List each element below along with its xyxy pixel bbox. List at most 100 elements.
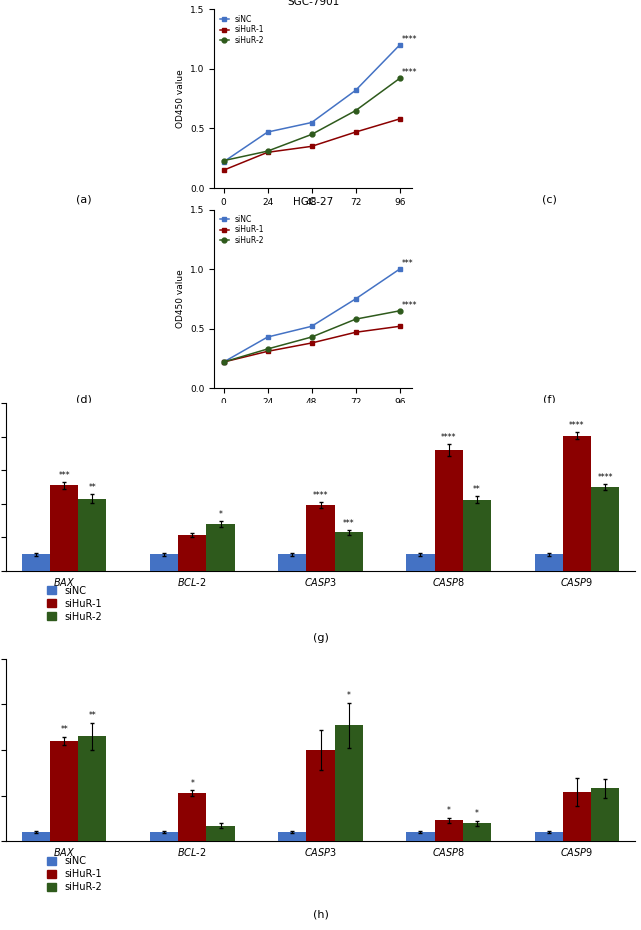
Text: (c): (c) (542, 194, 557, 205)
siHuR-2 (395, 73, 403, 84)
Line: siHuR-2: siHuR-2 (221, 309, 402, 365)
Bar (435, 450, 463, 571)
Bar (78, 498, 106, 571)
Text: ****: **** (313, 491, 328, 499)
Text: (a): (a) (76, 194, 92, 205)
Text: (b): (b) (306, 219, 321, 230)
Text: *: * (190, 778, 194, 788)
Line: siHuR-2: siHuR-2 (221, 76, 402, 163)
Text: *: * (447, 806, 451, 815)
Text: **: ** (88, 711, 96, 720)
Bar (22, 554, 50, 571)
siHuR-1 (308, 140, 315, 152)
Text: ***: *** (343, 519, 354, 528)
siHuR-1 (395, 113, 403, 125)
siHuR-2 (263, 343, 271, 354)
siNC (220, 156, 228, 167)
Bar (591, 487, 619, 571)
Bar (306, 751, 335, 842)
siHuR-1 (308, 338, 315, 349)
Text: ****: **** (401, 300, 417, 310)
siHuR-1 (263, 346, 271, 357)
Text: ****: **** (401, 34, 417, 44)
Bar (335, 532, 363, 571)
Text: *: * (475, 809, 479, 817)
Bar (278, 554, 306, 571)
siNC (352, 85, 360, 96)
Bar (178, 535, 206, 571)
Bar (50, 741, 78, 842)
Text: ***: *** (58, 471, 70, 480)
Bar (150, 832, 178, 842)
Bar (335, 725, 363, 842)
Text: *: * (347, 691, 351, 700)
Bar (50, 485, 78, 571)
Text: (e): (e) (306, 419, 321, 430)
Legend: siNC, siHuR-1, siHuR-2: siNC, siHuR-1, siHuR-2 (43, 582, 106, 625)
Bar (206, 826, 235, 842)
Y-axis label: OD450 value: OD450 value (176, 270, 185, 328)
siHuR-2 (220, 356, 228, 367)
Line: siNC: siNC (221, 267, 402, 365)
Text: (h): (h) (313, 909, 328, 919)
siHuR-2 (220, 155, 228, 166)
Text: *: * (219, 510, 222, 519)
Text: ****: **** (569, 421, 585, 430)
Line: siHuR-1: siHuR-1 (221, 324, 402, 365)
Legend: siNC, siHuR-1, siHuR-2: siNC, siHuR-1, siHuR-2 (218, 13, 266, 46)
Legend: siNC, siHuR-1, siHuR-2: siNC, siHuR-1, siHuR-2 (43, 853, 106, 897)
Title: HGC-27: HGC-27 (294, 197, 333, 207)
Bar (563, 792, 591, 842)
siHuR-2 (308, 331, 315, 342)
Bar (535, 832, 563, 842)
siHuR-2 (308, 129, 315, 140)
Line: siNC: siNC (221, 43, 402, 165)
siNC (395, 263, 403, 274)
siHuR-1 (395, 321, 403, 332)
Bar (563, 436, 591, 571)
Bar (463, 499, 491, 571)
siHuR-2 (352, 313, 360, 325)
siNC (308, 321, 315, 332)
Bar (591, 789, 619, 842)
Bar (306, 505, 335, 571)
Text: **: ** (60, 725, 68, 734)
Bar (278, 832, 306, 842)
Bar (406, 554, 435, 571)
siHuR-2 (395, 305, 403, 316)
Bar (150, 554, 178, 571)
Text: (f): (f) (544, 394, 556, 405)
siHuR-1 (220, 356, 228, 367)
siHuR-2 (263, 145, 271, 156)
siNC (263, 331, 271, 342)
siHuR-2 (352, 105, 360, 116)
Bar (178, 793, 206, 842)
Text: (d): (d) (76, 394, 92, 405)
siHuR-1 (352, 126, 360, 138)
Text: **: ** (473, 485, 481, 494)
siNC (352, 293, 360, 304)
Bar (435, 820, 463, 842)
Bar (22, 832, 50, 842)
Legend: siNC, siHuR-1, siHuR-2: siNC, siHuR-1, siHuR-2 (218, 213, 266, 246)
siNC (308, 117, 315, 128)
siHuR-1 (220, 165, 228, 176)
X-axis label: (h): (h) (307, 413, 320, 421)
Bar (78, 737, 106, 842)
Text: **: ** (88, 483, 96, 492)
X-axis label: (h): (h) (307, 212, 320, 221)
Bar (463, 823, 491, 842)
Title: SGC-7901: SGC-7901 (287, 0, 340, 7)
Text: (g): (g) (313, 632, 328, 643)
Line: siHuR-1: siHuR-1 (221, 116, 402, 173)
siNC (263, 126, 271, 138)
siHuR-1 (352, 326, 360, 338)
Text: ****: **** (441, 433, 456, 442)
Text: ***: *** (401, 259, 413, 268)
siNC (395, 39, 403, 50)
Text: ****: **** (597, 473, 613, 482)
Bar (406, 832, 435, 842)
siHuR-1 (263, 147, 271, 158)
siNC (220, 356, 228, 367)
Bar (535, 554, 563, 571)
